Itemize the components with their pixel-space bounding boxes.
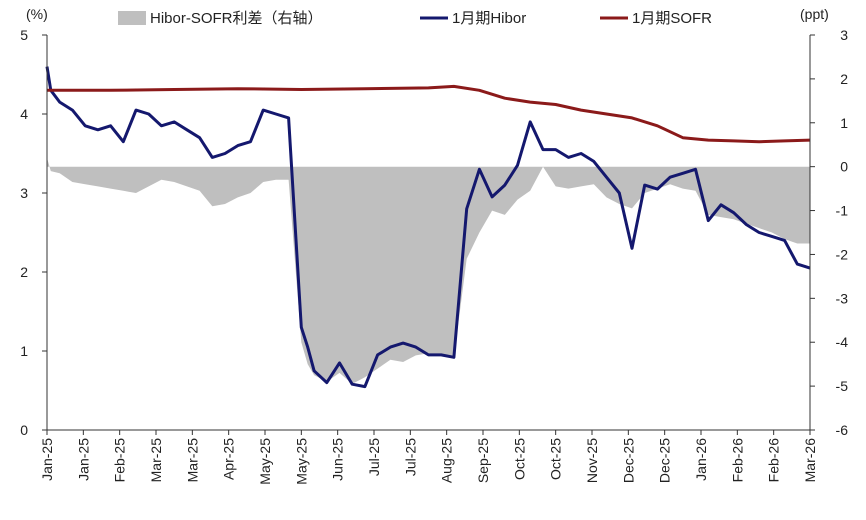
right-tick-label: -3	[836, 290, 849, 306]
x-tick-label: Oct-25	[511, 438, 527, 480]
right-tick-label: 1	[840, 115, 848, 131]
x-tick-label: Dec-25	[620, 438, 636, 483]
x-tick-label: Jun-25	[330, 438, 346, 481]
legend: Hibor-SOFR利差（右轴） 1月期Hibor 1月期SOFR	[118, 10, 712, 27]
x-tick-label: Feb-25	[112, 438, 128, 483]
right-tick-label: 0	[840, 159, 848, 175]
right-tick-label: 3	[840, 27, 848, 43]
right-axis-unit: (ppt)	[800, 6, 829, 22]
x-tick-label: Jan-25	[75, 438, 91, 481]
right-tick-label: -1	[836, 203, 849, 219]
x-tick-label: May-25	[257, 438, 273, 485]
x-tick-label: Jan-25	[39, 438, 55, 481]
series-layer	[45, 66, 811, 389]
x-tick-label: Jan-26	[693, 438, 709, 481]
right-tick-label: -2	[836, 246, 849, 262]
left-tick-label: 5	[20, 27, 28, 43]
legend-label-sofr: 1月期SOFR	[632, 10, 712, 27]
ticks-layer: 0 1 2 3 4 5 -6 -5 -4 -3 -2 -1 0 1 2 3 Jan-25 Jan-25 Feb-25…	[20, 27, 848, 485]
x-tick-label: Jul-25	[402, 438, 418, 476]
x-tick-label: Aug-25	[439, 438, 455, 483]
legend-swatch-spread	[118, 11, 146, 25]
right-tick-label: 2	[840, 71, 848, 87]
axes-layer	[46, 35, 811, 431]
hibor-line	[45, 66, 811, 389]
right-tick-label: -6	[836, 422, 849, 438]
left-tick-label: 0	[20, 422, 28, 438]
left-tick-label: 1	[20, 343, 28, 359]
spread-area	[47, 157, 810, 384]
left-tick-label: 4	[20, 106, 28, 122]
x-tick-label: May-25	[293, 438, 309, 485]
right-tick-label: -5	[836, 378, 849, 394]
x-tick-label: Mar-26	[802, 438, 818, 483]
x-tick-label: Dec-25	[657, 438, 673, 483]
x-tick-label: Nov-25	[584, 438, 600, 483]
x-tick-label: Mar-25	[184, 438, 200, 483]
x-tick-label: Sep-25	[475, 438, 491, 483]
legend-label-spread: Hibor-SOFR利差（右轴）	[150, 10, 323, 27]
x-tick-label: Oct-25	[548, 438, 564, 480]
x-tick-label: Jul-25	[366, 438, 382, 476]
left-tick-label: 3	[20, 185, 28, 201]
x-tick-label: Mar-25	[148, 438, 164, 483]
left-axis-unit: (%)	[26, 6, 48, 22]
x-tick-label: Feb-26	[766, 438, 782, 483]
left-tick-label: 2	[20, 264, 28, 280]
legend-label-hibor: 1月期Hibor	[452, 10, 526, 27]
sofr-line	[47, 84, 811, 144]
right-tick-label: -4	[836, 334, 849, 350]
x-tick-label: Feb-26	[729, 438, 745, 483]
x-tick-label: Apr-25	[221, 438, 237, 480]
